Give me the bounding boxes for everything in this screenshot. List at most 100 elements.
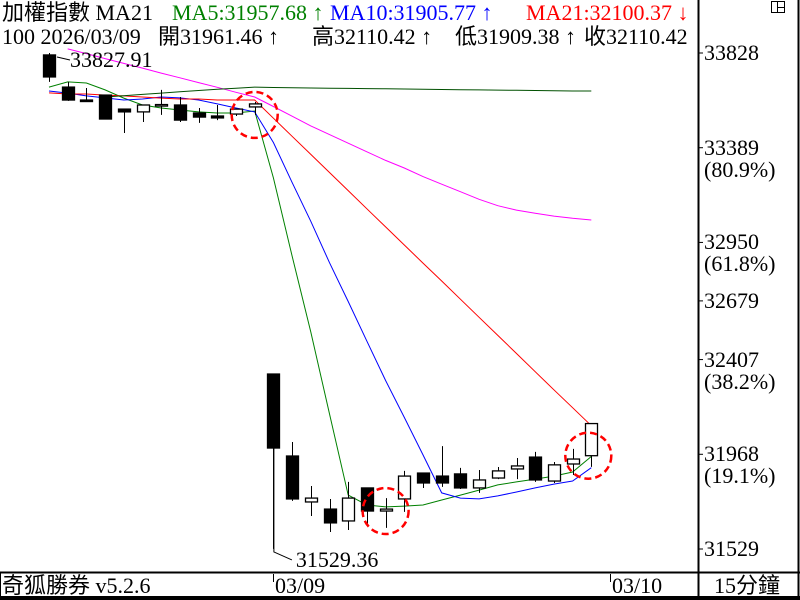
candle	[98, 94, 113, 120]
ma5-line	[48, 81, 592, 508]
ma10-line	[48, 90, 592, 500]
candle-body-up	[491, 470, 506, 479]
ma5-readout: MA5:31957.68 ↑	[172, 0, 324, 25]
candle	[566, 448, 581, 475]
candle	[61, 81, 76, 101]
candle	[248, 101, 263, 115]
candle-body-up	[248, 103, 263, 108]
candle	[136, 104, 151, 123]
candle	[341, 481, 356, 531]
ma21-readout: MA21:32100.37 ↓	[526, 0, 689, 25]
interval-selector[interactable]: 15分鐘	[714, 573, 781, 598]
candle-body-down	[98, 94, 113, 120]
y-tick-label: 33389	[704, 134, 759, 160]
candle-body-up	[584, 422, 599, 457]
window-layout-icon[interactable]	[771, 1, 785, 13]
candle-body-up	[547, 464, 562, 482]
candle-body-up	[472, 479, 487, 489]
highlight-circle	[361, 486, 410, 536]
candle	[379, 498, 394, 528]
candle-body-down	[266, 373, 281, 449]
candle-body-down	[285, 455, 300, 500]
candles	[42, 53, 599, 549]
candle	[453, 467, 468, 490]
high-price: 高32110.42 ↑	[312, 24, 433, 49]
high-price-annotation: 33827.91	[70, 47, 153, 73]
candle-body-down	[210, 115, 225, 119]
candle	[435, 446, 450, 487]
ma21-line	[48, 92, 592, 427]
candle	[547, 462, 562, 483]
candle	[304, 486, 319, 516]
candle-body-down	[192, 112, 207, 118]
candle-body-down	[416, 472, 431, 484]
candle-body-down	[173, 104, 188, 121]
candle-body-down	[42, 54, 57, 78]
fib-percent-label: (80.9%)	[704, 156, 776, 182]
highlight-circles	[230, 90, 613, 536]
candle	[154, 89, 169, 115]
candle-body-up	[341, 497, 356, 522]
annotation-leaders	[56, 56, 293, 561]
y-tick-label: 31529	[704, 536, 759, 561]
brand-version: 奇狐勝券 v5.2.6	[2, 573, 151, 598]
candle-body-down	[79, 99, 94, 103]
candle-body-up	[229, 108, 244, 115]
candle	[210, 104, 225, 121]
candle-body-down	[435, 475, 450, 484]
candle	[79, 87, 94, 103]
y-tick-label: 33828	[704, 40, 759, 65]
candle	[416, 472, 431, 488]
close-price: 收32110.42	[584, 24, 688, 49]
high-leader	[56, 56, 71, 61]
candle	[510, 457, 525, 480]
candle	[117, 108, 132, 134]
candle-body-up	[154, 103, 169, 107]
x-tick-marks	[273, 574, 611, 582]
candle	[173, 97, 188, 123]
candle-body-down	[117, 108, 132, 113]
count-date: 100 2026/03/09	[2, 24, 141, 49]
highlight-circle	[564, 431, 613, 480]
candle	[472, 470, 487, 493]
highlight-circle	[230, 90, 279, 140]
open-price: 開31961.46 ↑	[158, 24, 280, 49]
candle-body-down	[323, 508, 338, 524]
fib-percent-label: (38.2%)	[704, 368, 776, 394]
candle-body-down	[528, 456, 543, 481]
ma-long-3-line	[67, 48, 592, 221]
y-tick-label: 32679	[704, 287, 759, 313]
candle	[229, 108, 244, 116]
candle	[491, 467, 506, 480]
y-tick-marks	[699, 52, 703, 550]
low-leader	[273, 448, 293, 561]
candle-body-down	[453, 473, 468, 489]
y-tick-label: 32407	[704, 346, 759, 372]
candle-body-up	[379, 508, 394, 512]
candle	[285, 441, 300, 501]
symbol-title: 加權指數 MA21	[2, 0, 153, 25]
candle	[42, 53, 57, 82]
candle-body-up	[136, 104, 151, 113]
candle	[192, 108, 207, 123]
moving-average-lines	[48, 48, 592, 508]
low-price-annotation: 31529.36	[295, 546, 379, 572]
candle	[528, 451, 543, 482]
ma-long-4-line	[105, 86, 592, 98]
candle	[323, 498, 338, 532]
low-price: 低31909.38 ↑	[455, 24, 577, 49]
ma10-readout: MA10:31905.77 ↑	[330, 0, 493, 25]
candle-body-up	[304, 497, 319, 503]
candle-body-down	[61, 86, 76, 101]
y-tick-label: 32950	[704, 229, 759, 255]
x-tick-label: 03/10	[612, 573, 663, 598]
candle-body-up	[510, 465, 525, 470]
candle-body-up	[397, 475, 412, 500]
candle	[584, 422, 599, 467]
candle-body-up	[566, 458, 581, 465]
x-tick-label: 03/09	[275, 573, 326, 598]
y-tick-label: 31968	[704, 441, 759, 467]
fib-percent-label: (19.1%)	[704, 463, 776, 489]
fib-percent-label: (61.8%)	[704, 251, 776, 277]
